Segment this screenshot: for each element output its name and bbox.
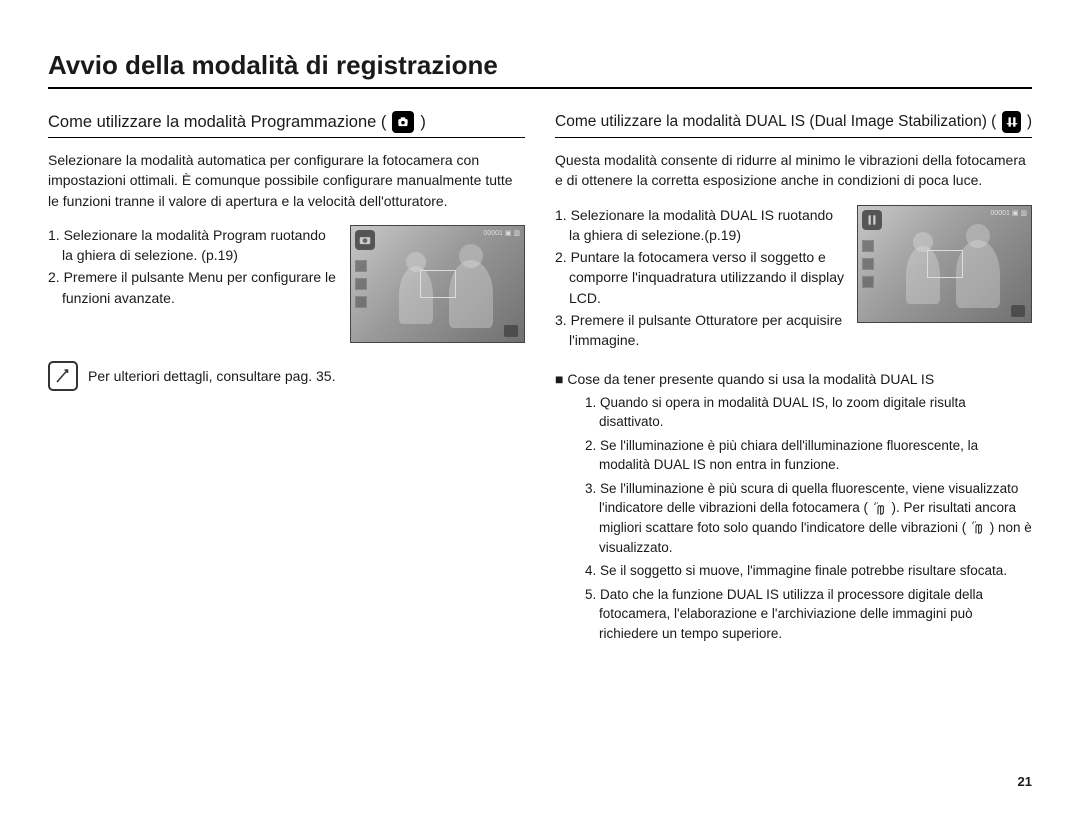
focus-box-icon [927,250,963,278]
left-section-title: Come utilizzare la modalità Programmazio… [48,111,525,138]
left-steps: 1. Selezionare la modalità Program ruota… [48,225,338,310]
right-notes-list: 1. Quando si opera in modalità DUAL IS, … [555,393,1032,644]
preview-counter: 00001 ▣ ▥ [990,210,1027,218]
content-columns: Come utilizzare la modalità Programmazio… [48,111,1032,647]
page-number: 21 [1018,774,1032,789]
preview-counter: 00001 ▣ ▥ [483,230,520,238]
right-steps-wrap: 1. Selezionare la modalità DUAL IS ruota… [555,205,1032,353]
svg-text:P: P [407,123,410,128]
list-item: 1. Selezionare la modalità DUAL IS ruota… [555,205,845,246]
left-steps-wrap: 1. Selezionare la modalità Program ruota… [48,225,525,343]
preview-bottom-icon [1011,305,1025,317]
right-column: Come utilizzare la modalità DUAL IS (Dua… [555,111,1032,647]
shake-hand-icon [970,520,986,536]
page-title: Avvio della modalità di registrazione [48,50,1032,89]
dualis-mode-icon [1002,111,1020,133]
camera-preview-right: 00001 ▣ ▥ [857,205,1032,323]
right-section-title: Come utilizzare la modalità DUAL IS (Dua… [555,111,1032,138]
preview-bottom-icon [504,325,518,337]
preview-side-icons [355,260,367,308]
preview-mode-icon [862,210,882,230]
list-item: 3. Se l'illuminazione è più scura di que… [585,479,1032,557]
camera-preview-left: 00001 ▣ ▥ [350,225,525,343]
list-item: 3. Premere il pulsante Otturatore per ac… [555,310,845,351]
left-column: Come utilizzare la modalità Programmazio… [48,111,525,647]
left-title-post: ) [420,113,426,132]
right-intro: Questa modalità consente di ridurre al m… [555,150,1032,191]
note-icon [48,361,78,391]
shake-hand-icon [872,501,888,517]
list-item: 1. Quando si opera in modalità DUAL IS, … [585,393,1032,432]
list-item: 4. Se il soggetto si muove, l'immagine f… [585,561,1032,581]
preview-side-icons [862,240,874,288]
list-item: 1. Selezionare la modalità Program ruota… [48,225,338,266]
preview-mode-icon [355,230,375,250]
right-title-post: ) [1027,113,1032,131]
program-mode-icon: P [392,111,414,133]
left-note-text: Per ulteriori dettagli, consultare pag. … [88,368,335,384]
list-item: 2. Puntare la fotocamera verso il sogget… [555,247,845,308]
left-intro: Selezionare la modalità automatica per c… [48,150,525,211]
list-item: 2. Premere il pulsante Menu per configur… [48,267,338,308]
list-item: 5. Dato che la funzione DUAL IS utilizza… [585,585,1032,644]
list-item: 2. Se l'illuminazione è più chiara dell'… [585,436,1032,475]
right-steps: 1. Selezionare la modalità DUAL IS ruota… [555,205,845,353]
focus-box-icon [420,270,456,298]
left-title-pre: Come utilizzare la modalità Programmazio… [48,113,386,132]
right-title-pre: Come utilizzare la modalità DUAL IS (Dua… [555,113,996,131]
left-note: Per ulteriori dettagli, consultare pag. … [48,361,525,391]
right-subhead: ■ Cose da tener presente quando si usa l… [555,371,1032,387]
